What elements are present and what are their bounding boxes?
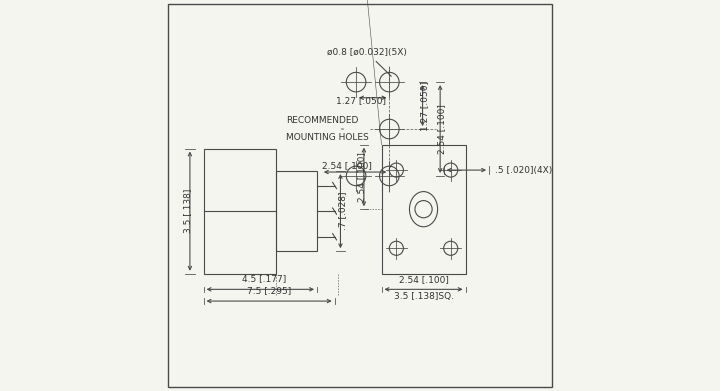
Text: .7 [.028]: .7 [.028] [338, 192, 347, 230]
Text: 3.5 [.138]: 3.5 [.138] [184, 189, 192, 233]
Text: RECOMMENDED: RECOMMENDED [286, 116, 358, 125]
Text: .5 [.020](4X): .5 [.020](4X) [495, 165, 552, 175]
Text: 3.5 [.138]SQ.: 3.5 [.138]SQ. [394, 292, 454, 301]
Text: ø0.8 [ø0.032](5X): ø0.8 [ø0.032](5X) [327, 48, 407, 76]
Text: 7.5 [.295]: 7.5 [.295] [247, 286, 291, 295]
Text: 4.5 [.177]: 4.5 [.177] [242, 274, 287, 283]
Text: 1.27 [.050]: 1.27 [.050] [336, 96, 386, 105]
Text: 2.54 [.100]: 2.54 [.100] [438, 104, 446, 154]
Text: 1.27 [.050]: 1.27 [.050] [420, 81, 429, 131]
Bar [276, 171, 317, 251]
Bar [382, 145, 466, 274]
Bar [204, 149, 276, 274]
Text: 2.54 [.100]: 2.54 [.100] [357, 152, 366, 202]
Text: MOUNTING HOLES: MOUNTING HOLES [286, 133, 369, 142]
Text: 2.54 [.100]: 2.54 [.100] [399, 275, 449, 284]
Text: 2.54 [.100]: 2.54 [.100] [323, 161, 372, 170]
